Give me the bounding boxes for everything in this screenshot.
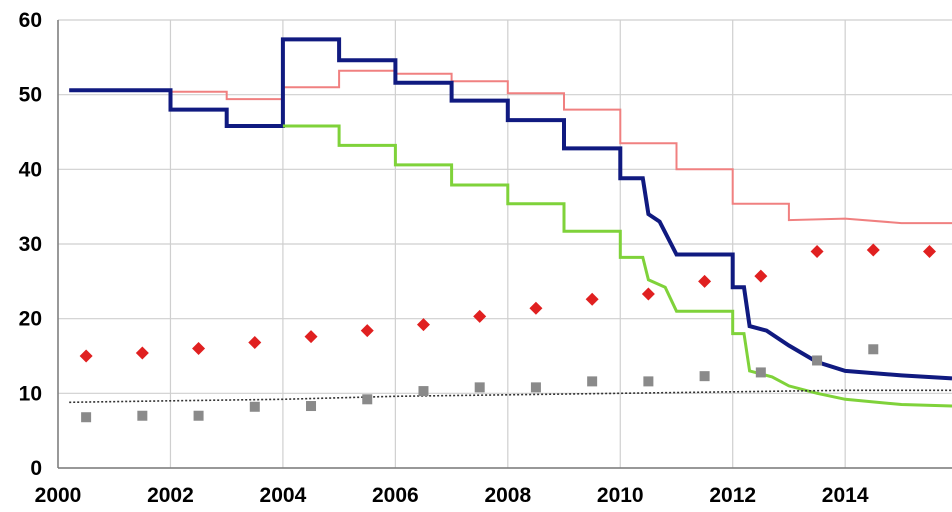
x-tick-label: 2010 [597,484,644,507]
diamond-point [473,309,487,323]
square-point [249,401,260,412]
diamond-point [416,318,430,332]
y-tick-label: 40 [19,158,42,181]
diamond-point [135,346,149,360]
series-line-0 [69,69,952,225]
axes [57,20,952,469]
series-line-2 [282,124,952,408]
y-tick-label: 0 [30,457,42,480]
square-point [868,344,879,355]
square-point [306,401,317,412]
diamond-point [192,342,206,356]
square-point [530,382,541,393]
square-point [587,376,598,387]
square-point [755,367,766,378]
diamond-point [360,324,374,338]
grid [57,19,952,469]
series-line-1 [69,37,952,381]
square-point [699,371,710,382]
x-tick-label: 2006 [372,484,419,507]
tick-labels: 2000 2002 2004 2006 2008 2010 2012 2014 0 10 20 30 4… [19,9,869,507]
diamond-point [641,287,655,301]
square-point [81,412,92,423]
y-tick-label: 50 [19,84,42,107]
square-point [474,382,485,393]
x-tick-label: 2002 [147,484,194,507]
y-tick-label: 60 [19,9,42,32]
diamond-point [79,349,93,363]
diamond-point [754,269,768,283]
diamond-point [810,244,824,258]
y-tick-label: 10 [19,382,42,405]
square-point [812,355,823,366]
series-line-3 [69,389,952,404]
y-tick-label: 30 [19,233,42,256]
diamond-point [304,330,318,344]
square-point [362,394,373,405]
diamond-point [866,243,880,257]
diamond-point [529,301,543,315]
series-layer [69,37,952,423]
diamond-point [585,292,599,306]
diamond-point [248,336,262,350]
x-tick-label: 2004 [260,484,307,507]
square-point [193,410,204,421]
x-tick-label: 2000 [35,484,82,507]
x-tick-label: 2008 [484,484,531,507]
square-point [643,376,654,387]
x-tick-label: 2014 [822,484,869,507]
diamond-point [923,244,937,258]
diamond-point [698,274,712,288]
square-point [137,410,148,421]
square-point [418,386,429,397]
y-tick-label: 20 [19,308,42,331]
x-tick-label: 2012 [709,484,756,507]
